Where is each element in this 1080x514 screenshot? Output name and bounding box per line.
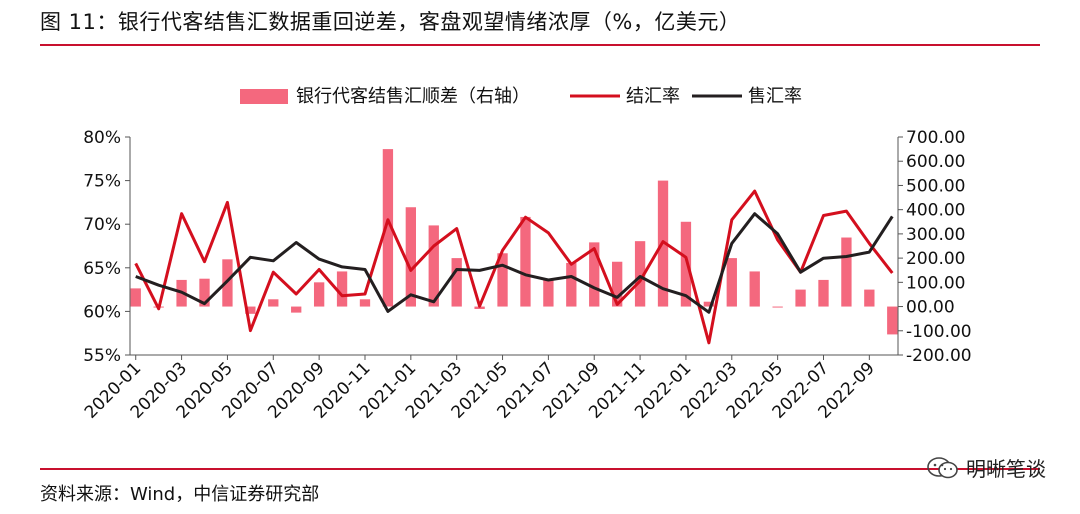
bar — [313, 282, 325, 307]
bar — [818, 279, 829, 307]
right-tick-label: 600.00 — [906, 152, 965, 172]
legend-bar-label: 银行代客结售汇顺差（右轴） — [296, 86, 530, 107]
bar — [268, 299, 279, 307]
watermark-text: 明晰笔谈 — [966, 457, 1046, 481]
right-tick-label: -100.00 — [906, 322, 972, 342]
bar — [795, 289, 806, 307]
bar — [382, 149, 394, 307]
left-tick-label: 75% — [83, 172, 121, 192]
chart-title: 图 11：银行代客结售汇数据重回逆差，客盘观望情绪浓厚（%，亿美元） — [40, 10, 741, 34]
bar — [405, 207, 416, 307]
bar — [543, 279, 554, 307]
legend-bar-swatch — [240, 89, 288, 104]
right-tick-label: -200.00 — [906, 346, 972, 366]
left-tick-label: 60% — [83, 302, 121, 322]
bar — [359, 299, 371, 307]
watermark: 明晰笔谈 — [926, 453, 1046, 482]
legend-settle-label: 结汇率 — [626, 86, 680, 107]
bar — [199, 278, 210, 307]
bar — [612, 261, 623, 307]
bar — [474, 306, 485, 309]
right-tick-label: 100.00 — [906, 273, 965, 293]
right-tick-label: 700.00 — [906, 128, 965, 148]
bar — [451, 258, 462, 307]
left-tick-label: 55% — [83, 346, 121, 366]
wechat-logo-icon — [927, 456, 958, 478]
source-note: 资料来源：Wind，中信证券研究部 — [40, 484, 320, 505]
bar — [680, 221, 692, 307]
bottom-rule — [40, 468, 1040, 470]
bar — [703, 301, 715, 307]
bar — [841, 237, 852, 307]
line-series — [134, 189, 894, 345]
top-rule — [40, 44, 1040, 46]
legend: 银行代客结售汇顺差（右轴） 结汇率 售汇率 — [240, 86, 802, 107]
bar — [566, 262, 577, 307]
bar — [864, 289, 875, 307]
left-tick-label: 70% — [83, 215, 121, 235]
left-tick-label: 80% — [83, 128, 121, 148]
bar — [749, 271, 760, 307]
bar — [887, 306, 898, 335]
right-tick-label: 500.00 — [906, 176, 965, 196]
bar — [428, 225, 439, 307]
bar — [130, 288, 141, 307]
right-tick-label: 200.00 — [906, 249, 965, 269]
left-tick-label: 65% — [83, 259, 121, 279]
bar — [497, 253, 508, 307]
bar — [772, 306, 783, 308]
legend-sale-label: 售汇率 — [748, 86, 802, 107]
right-tick-label: 00.00 — [906, 298, 955, 318]
bar — [589, 242, 600, 307]
bar — [336, 271, 348, 307]
bar — [520, 216, 531, 307]
settle-rate-line — [134, 189, 894, 345]
bar — [245, 306, 256, 314]
bar — [634, 241, 646, 307]
bar — [291, 306, 302, 313]
chart-canvas: 银行代客结售汇顺差（右轴） 结汇率 售汇率 80% 75% 70% 65% 60% 55% 70… — [81, 86, 972, 423]
right-tick-label: 300.00 — [906, 225, 965, 245]
sale-rate-line — [135, 212, 894, 314]
bar — [726, 258, 737, 307]
right-tick-label: 400.00 — [906, 201, 965, 221]
